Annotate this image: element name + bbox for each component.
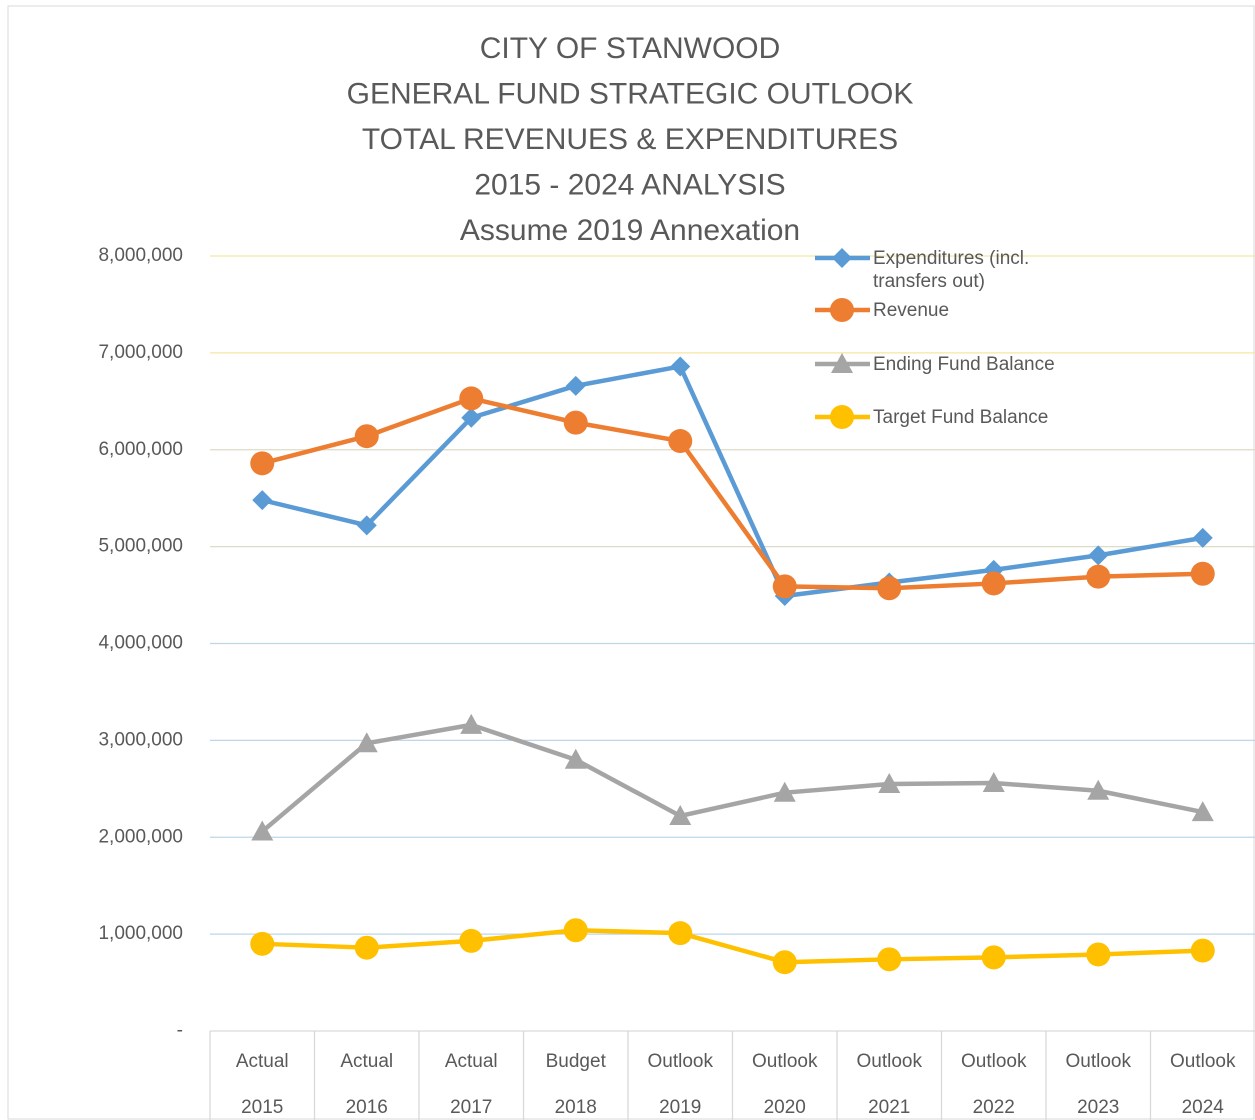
x-tick-label: 2024 <box>1182 1097 1225 1118</box>
marker <box>460 713 483 734</box>
marker <box>355 732 378 753</box>
y-tick-label: 7,000,000 <box>98 342 183 363</box>
x-tick-label: 2015 <box>241 1097 283 1118</box>
marker <box>1087 779 1110 800</box>
x-tick-label: 2020 <box>764 1097 806 1118</box>
marker <box>772 574 797 599</box>
chart-title: TOTAL REVENUES & EXPENDITURES <box>362 123 898 156</box>
marker <box>772 950 797 975</box>
y-tick-label: 6,000,000 <box>98 439 183 460</box>
x-tick-label: 2022 <box>973 1097 1015 1118</box>
series-line <box>261 364 1204 599</box>
x-tick-label: 2019 <box>659 1097 701 1118</box>
marker <box>459 928 484 953</box>
y-tick-label: 3,000,000 <box>98 729 183 750</box>
marker <box>356 515 377 536</box>
x-tick-label: Actual <box>340 1051 393 1072</box>
x-tick-label: Budget <box>546 1051 607 1072</box>
x-tick-label: 2018 <box>555 1097 597 1118</box>
marker <box>668 429 693 454</box>
legend-label: Target Fund Balance <box>873 407 1049 428</box>
marker <box>878 772 901 793</box>
y-tick-label: 1,000,000 <box>98 923 183 944</box>
marker <box>1191 801 1214 822</box>
marker <box>877 576 902 601</box>
x-tick-label: Outlook <box>648 1051 714 1072</box>
marker <box>773 781 796 802</box>
marker <box>564 748 587 769</box>
x-tick-label: Outlook <box>961 1051 1027 1072</box>
marker <box>1088 545 1109 566</box>
x-tick-label: Outlook <box>1066 1051 1132 1072</box>
y-tick-label: 8,000,000 <box>98 245 183 266</box>
marker <box>981 945 1006 970</box>
marker <box>459 386 484 411</box>
marker <box>354 424 379 449</box>
x-tick-label: 2021 <box>868 1097 910 1118</box>
marker <box>252 490 273 511</box>
marker <box>1190 938 1215 963</box>
marker <box>981 571 1006 596</box>
marker <box>877 947 902 972</box>
marker <box>830 405 854 429</box>
marker <box>563 410 588 435</box>
legend-label: Ending Fund Balance <box>873 354 1055 375</box>
marker <box>1190 561 1215 586</box>
y-tick-label: - <box>177 1020 183 1041</box>
marker <box>565 375 586 396</box>
marker <box>832 248 852 268</box>
series-line <box>261 396 1203 591</box>
x-tick-label: Actual <box>236 1051 289 1072</box>
y-tick-label: 5,000,000 <box>98 536 183 557</box>
marker <box>830 298 854 322</box>
x-tick-label: 2016 <box>346 1097 388 1118</box>
y-tick-label: 2,000,000 <box>98 826 183 847</box>
chart-title: Assume 2019 Annexation <box>460 214 800 247</box>
marker <box>250 451 275 476</box>
legend-label: Expenditures (incl. transfers out) <box>873 248 1030 292</box>
marker <box>1086 564 1111 589</box>
x-tick-label: Outlook <box>1170 1051 1236 1072</box>
marker <box>250 931 275 956</box>
x-tick-label: Outlook <box>752 1051 818 1072</box>
marker <box>831 353 853 373</box>
chart-title: 2015 - 2024 ANALYSIS <box>474 168 785 201</box>
marker <box>1086 942 1111 967</box>
x-tick-label: 2017 <box>450 1097 492 1118</box>
chart-title: GENERAL FUND STRATEGIC OUTLOOK <box>347 77 914 110</box>
series-line <box>262 928 1203 965</box>
marker <box>461 407 482 428</box>
series-line <box>260 722 1204 834</box>
marker <box>251 820 274 841</box>
marker <box>670 356 691 377</box>
x-tick-label: Actual <box>445 1051 498 1072</box>
marker <box>668 921 693 946</box>
x-tick-label: 2023 <box>1077 1097 1119 1118</box>
marker <box>354 935 379 960</box>
y-tick-label: 4,000,000 <box>98 633 183 654</box>
marker <box>563 918 588 943</box>
x-tick-label: Outlook <box>857 1051 923 1072</box>
marker <box>669 804 692 825</box>
marker <box>982 772 1005 792</box>
chart-title: CITY OF STANWOOD <box>480 32 781 65</box>
legend-label: Revenue <box>873 300 950 321</box>
marker <box>1192 527 1213 548</box>
